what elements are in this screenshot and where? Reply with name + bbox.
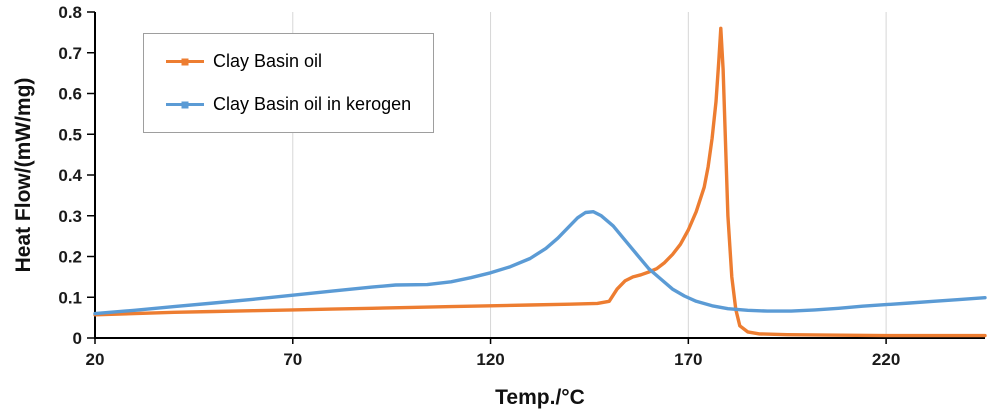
legend-swatch-oil-in-kerogen bbox=[166, 101, 204, 108]
y-tick-label-7: 0.7 bbox=[58, 44, 82, 63]
legend-label-oil-in-kerogen: Clay Basin oil in kerogen bbox=[213, 94, 412, 114]
legend-label-oil: Clay Basin oil bbox=[213, 51, 323, 71]
y-tick-label-4: 0.4 bbox=[58, 166, 82, 185]
legend: Clay Basin oil Clay Basin oil in kerogen bbox=[143, 33, 435, 133]
legend-item-oil-in-kerogen: Clay Basin oil in kerogen bbox=[166, 94, 411, 115]
x-tick-label-3: 170 bbox=[674, 350, 702, 369]
y-tick-label-5: 0.5 bbox=[58, 125, 82, 144]
y-tick-label-1: 0.1 bbox=[58, 288, 82, 307]
y-tick-label-6: 0.6 bbox=[58, 85, 82, 104]
legend-swatch-oil bbox=[166, 58, 204, 65]
legend-marker-oil-in-kerogen bbox=[181, 101, 189, 108]
legend-item-oil: Clay Basin oil bbox=[166, 51, 411, 72]
y-tick-label-8: 0.8 bbox=[58, 3, 82, 22]
x-tick-label-0: 20 bbox=[86, 350, 105, 369]
x-tick-label-4: 220 bbox=[872, 350, 900, 369]
legend-marker-oil bbox=[181, 58, 189, 65]
x-tick-label-2: 120 bbox=[476, 350, 504, 369]
y-tick-label-3: 0.3 bbox=[58, 207, 82, 226]
y-axis-label: Heat Flow/(mW/mg) bbox=[12, 77, 35, 273]
series-line-0 bbox=[93, 26, 987, 338]
x-axis-label: Temp./°C bbox=[495, 386, 585, 409]
series-line-1 bbox=[93, 209, 987, 316]
y-tick-label-0: 0 bbox=[73, 329, 82, 348]
x-tick-label-1: 70 bbox=[283, 350, 302, 369]
y-tick-label-2: 0.2 bbox=[58, 248, 82, 267]
